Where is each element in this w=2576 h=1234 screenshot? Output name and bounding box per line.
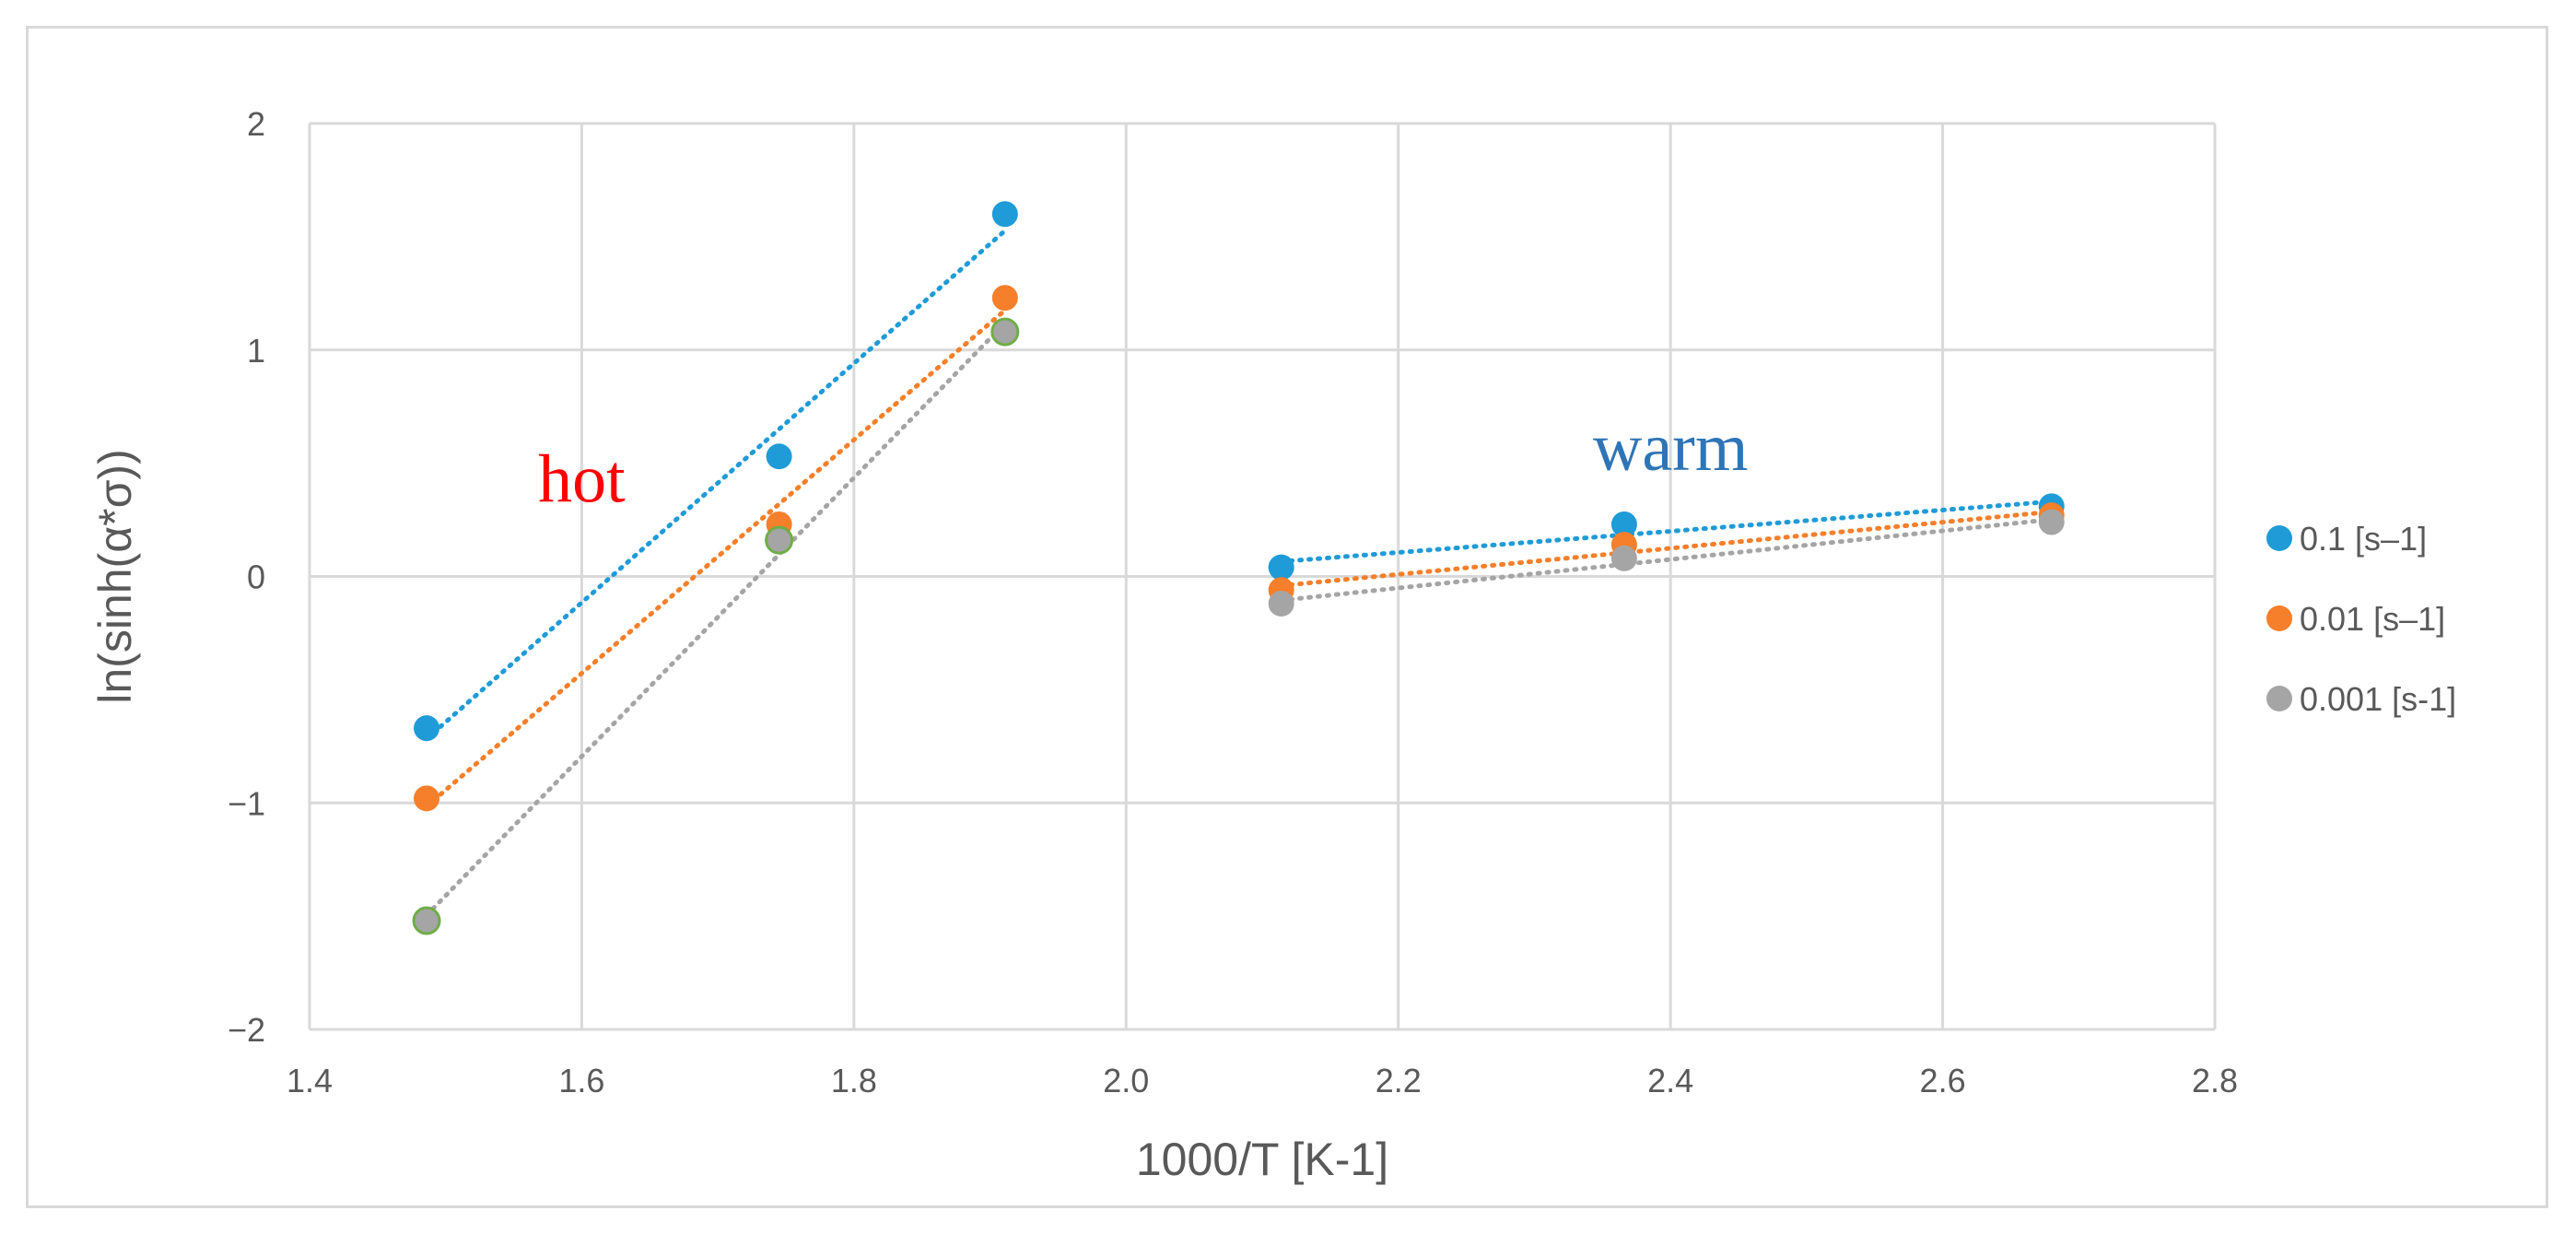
x-tick-label: 2.0 [1103, 1062, 1149, 1099]
legend-marker-series-2 [2266, 686, 2292, 711]
data-point-series-0 [1610, 511, 1637, 537]
y-tick-label: 1 [247, 332, 265, 370]
x-tick-label: 2.8 [2192, 1062, 2238, 1099]
data-point-series-0 [991, 201, 1018, 228]
x-tick-label: 2.2 [1376, 1062, 1422, 1099]
data-point-series-0 [766, 443, 792, 470]
data-point-series-0 [1268, 554, 1294, 581]
y-axis-title: ln(sinh(α*σ)) [89, 449, 141, 703]
x-tick-label: 2.6 [1920, 1062, 1966, 1099]
trendline-warm-series-2 [1279, 517, 2055, 603]
trendline-hot-series-2 [424, 321, 1008, 918]
x-tick-label: 1.8 [831, 1062, 877, 1099]
legend-label: 0.1 [s–1] [2300, 520, 2427, 558]
data-point-series-2 [990, 317, 1020, 347]
x-axis-title: 1000/T [K-1] [1136, 1134, 1388, 1185]
legend-marker-series-0 [2266, 525, 2292, 551]
trendline-warm-series-1 [1279, 509, 2055, 588]
data-point-series-1 [414, 785, 440, 812]
y-tick-label: 0 [247, 558, 265, 596]
trendline-warm-series-0 [1279, 499, 2055, 564]
data-point-series-2 [765, 525, 794, 555]
data-point-series-2 [1268, 590, 1294, 617]
x-tick-label: 1.6 [558, 1062, 604, 1099]
annotation-hot-label: hot [538, 441, 626, 517]
x-tick-label: 1.4 [287, 1062, 333, 1099]
data-point-series-2 [2038, 509, 2065, 535]
trendline-hot-series-0 [424, 228, 1008, 742]
x-tick-label: 2.4 [1647, 1062, 1693, 1099]
data-point-series-2 [1610, 545, 1637, 571]
y-tick-label: 2 [247, 105, 265, 143]
legend-marker-series-1 [2266, 605, 2292, 631]
annotation-warm-label: warm [1593, 410, 1749, 486]
trendline-hot-series-1 [424, 308, 1008, 809]
y-tick-label: −1 [228, 784, 265, 822]
data-point-series-0 [414, 715, 440, 742]
chart-frame [26, 26, 2548, 1208]
legend-label: 0.001 [s-1] [2300, 680, 2456, 718]
data-point-series-2 [412, 906, 441, 935]
y-tick-label: −2 [228, 1011, 265, 1049]
data-point-series-1 [991, 285, 1018, 311]
legend-label: 0.01 [s–1] [2300, 600, 2445, 638]
